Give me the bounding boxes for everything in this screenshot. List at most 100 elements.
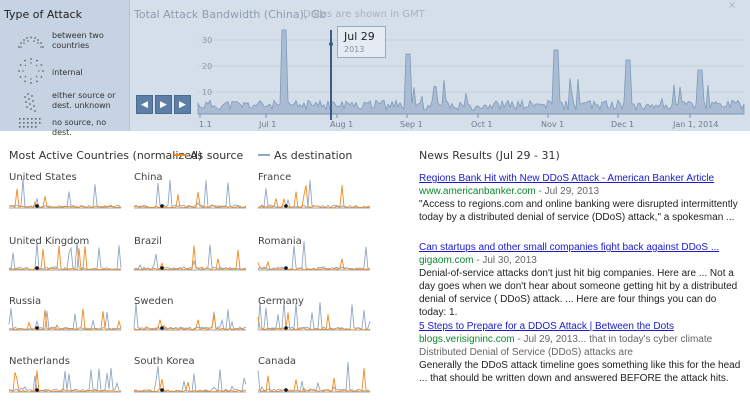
legend-item-no-source-dest[interactable]: no source, no dest. <box>0 118 130 138</box>
destination-series <box>8 367 122 393</box>
country-sparkline[interactable] <box>257 241 371 271</box>
news-title: News Results (Jul 29 - 31) <box>419 149 560 162</box>
country-name[interactable]: Russia <box>9 296 42 307</box>
destination-key-label[interactable]: As destination <box>274 149 353 162</box>
news-result: Regions Bank Hit with New DDoS Attack - … <box>419 173 744 224</box>
x-tick-label: 1.1 <box>199 120 212 129</box>
step-back-button[interactable]: ◀ <box>136 95 153 114</box>
country-sparkline[interactable] <box>133 365 247 393</box>
current-date-dot <box>160 266 164 270</box>
country-name[interactable]: Sweden <box>134 296 174 307</box>
x-tick-label: Nov 1 <box>541 120 565 129</box>
country-name[interactable]: France <box>258 172 292 183</box>
x-tick-label: Sep 1 <box>400 120 423 129</box>
destination-series <box>8 178 122 209</box>
country-name[interactable]: South Korea <box>134 356 195 367</box>
source-series <box>257 368 371 393</box>
timeline-timezone-note: Dates are shown in GMT <box>303 9 425 20</box>
country-sparkline[interactable] <box>257 362 371 394</box>
current-date-dot <box>160 326 164 330</box>
source-series <box>133 314 247 331</box>
source-swatch <box>174 154 186 156</box>
source-key-label[interactable]: As source <box>190 149 244 162</box>
play-icon: ▶ <box>160 100 167 110</box>
country-name[interactable]: Germany <box>258 296 304 307</box>
y-tick-label: 10 <box>202 88 213 97</box>
country-name[interactable]: Brazil <box>134 236 162 247</box>
news-meta: blogs.verisigninc.com - Jul 29, 2013... … <box>419 333 744 359</box>
timeline-plot-area <box>198 22 744 114</box>
news-date: - Jul 29, 2013... that in today's cyber … <box>419 334 713 358</box>
news-result: 5 Steps to Prepare for a DDOS Attack | B… <box>419 321 744 385</box>
news-source[interactable]: www.americanbanker.com <box>419 186 536 197</box>
current-date-dot <box>35 388 39 392</box>
legend-item-two-countries[interactable]: between two countries <box>0 28 130 50</box>
source-series <box>257 312 371 331</box>
news-headline-link[interactable]: Can startups and other small companies f… <box>419 242 720 253</box>
news-meta: gigaom.com - Jul 30, 2013 <box>419 254 744 267</box>
countries-title: Most Active Countries (normalized) <box>9 149 203 162</box>
selected-date-tooltip: Jul 29 2013 <box>337 26 386 58</box>
news-result: Can startups and other small companies f… <box>419 242 744 319</box>
source-series <box>8 245 122 271</box>
unknown-endpoint-icon <box>24 93 36 112</box>
bandwidth-area <box>197 29 745 115</box>
country-sparkline[interactable] <box>8 241 122 271</box>
country-name[interactable]: Romania <box>258 236 302 247</box>
country-name[interactable]: Netherlands <box>9 356 70 367</box>
news-date: - Jul 29, 2013 <box>535 186 600 197</box>
news-snippet: Denial-of-service attacks don't just hit… <box>419 268 738 318</box>
x-tick-label: Aug 1 <box>330 120 354 129</box>
y-tick-label: 30 <box>202 36 213 45</box>
news-meta: www.americanbanker.com - Jul 29, 2013 <box>419 185 744 198</box>
destination-swatch <box>258 154 270 156</box>
country-sparkline[interactable] <box>8 178 122 209</box>
news-snippet: Generally the DDoS attack timeline goes … <box>419 360 741 384</box>
source-series <box>133 245 247 271</box>
current-date-dot <box>35 326 39 330</box>
attack-type-legend: Type of Attack between two countries <box>0 0 130 137</box>
source-series <box>133 379 247 393</box>
current-date-dot <box>284 388 288 392</box>
destination-series <box>133 303 247 331</box>
country-sparkline[interactable] <box>133 303 247 331</box>
x-tick-label: Jul 1 <box>259 120 277 129</box>
country-sparklines <box>8 178 371 394</box>
legend-item-internal[interactable]: internal <box>0 56 130 84</box>
no-source-dest-icon <box>19 118 41 128</box>
country-sparkline[interactable] <box>133 179 247 209</box>
country-name[interactable]: United States <box>9 172 77 183</box>
play-button[interactable]: ▶ <box>155 95 172 114</box>
current-date-dot <box>284 326 288 330</box>
country-sparkline[interactable] <box>257 180 371 209</box>
current-date-dot <box>284 204 288 208</box>
news-snippet: "Access to regions.com and online bankin… <box>419 199 738 223</box>
country-sparkline[interactable] <box>8 308 122 331</box>
news-headline-link[interactable]: Regions Bank Hit with New DDoS Attack - … <box>419 173 715 184</box>
news-source[interactable]: gigaom.com <box>419 255 474 266</box>
country-name[interactable]: China <box>134 172 163 183</box>
source-series <box>257 258 371 271</box>
current-date-dot <box>160 388 164 392</box>
destination-series <box>133 179 247 209</box>
timeline-title: Total Attack Bandwidth (China), Gb <box>134 8 327 21</box>
timeline-plot[interactable] <box>197 22 745 120</box>
news-headline-link[interactable]: 5 Steps to Prepare for a DDOS Attack | B… <box>419 321 674 332</box>
destination-series <box>133 244 247 271</box>
news-source[interactable]: blogs.verisigninc.com <box>419 334 515 345</box>
current-date-dot <box>160 204 164 208</box>
legend-label: internal <box>52 68 83 77</box>
step-forward-icon: ▶ <box>179 100 186 110</box>
country-sparkline[interactable] <box>133 244 247 271</box>
source-series <box>8 370 122 393</box>
close-icon[interactable]: × <box>728 0 737 11</box>
country-sparkline[interactable] <box>8 367 122 393</box>
country-name[interactable]: United Kingdom <box>9 236 90 247</box>
country-sparkline[interactable] <box>257 301 371 331</box>
step-forward-button[interactable]: ▶ <box>174 95 191 114</box>
legend-title: Type of Attack <box>4 8 82 21</box>
legend-item-unknown-endpoint[interactable]: either source or dest. unknown <box>0 88 130 112</box>
country-name[interactable]: Canada <box>258 356 297 367</box>
tooltip-year: 2013 <box>344 45 365 54</box>
